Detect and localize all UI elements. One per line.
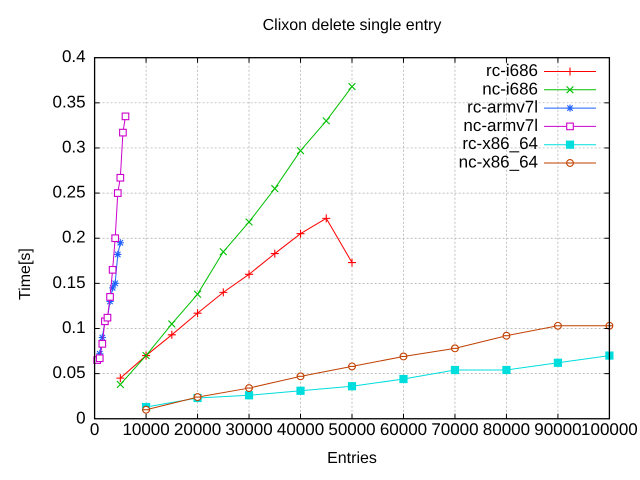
svg-text:0.3: 0.3 — [62, 137, 86, 156]
svg-text:0.1: 0.1 — [62, 318, 86, 337]
svg-text:rc-i686: rc-i686 — [486, 61, 538, 80]
svg-text:rc-armv7l: rc-armv7l — [467, 98, 538, 117]
svg-text:50000: 50000 — [328, 420, 375, 439]
svg-text:70000: 70000 — [431, 420, 478, 439]
svg-text:30000: 30000 — [225, 420, 272, 439]
svg-text:nc-armv7l: nc-armv7l — [463, 116, 538, 135]
svg-text:20000: 20000 — [174, 420, 221, 439]
svg-text:0: 0 — [76, 408, 85, 427]
svg-text:0: 0 — [90, 420, 99, 439]
svg-text:Clixon delete single entry: Clixon delete single entry — [263, 17, 442, 34]
svg-text:0.15: 0.15 — [53, 273, 86, 292]
svg-text:100000: 100000 — [581, 420, 638, 439]
svg-text:60000: 60000 — [380, 420, 427, 439]
svg-text:0.05: 0.05 — [53, 363, 86, 382]
svg-text:0.2: 0.2 — [62, 228, 86, 247]
svg-text:0.25: 0.25 — [53, 183, 86, 202]
svg-text:Entries: Entries — [327, 450, 377, 467]
svg-text:10000: 10000 — [122, 420, 169, 439]
svg-text:0.35: 0.35 — [53, 92, 86, 111]
svg-text:nc-i686: nc-i686 — [482, 79, 538, 98]
svg-text:nc-x86_64: nc-x86_64 — [459, 153, 538, 172]
svg-text:90000: 90000 — [534, 420, 581, 439]
svg-text:80000: 80000 — [483, 420, 530, 439]
svg-text:40000: 40000 — [277, 420, 324, 439]
svg-text:0.4: 0.4 — [62, 47, 86, 66]
svg-text:rc-x86_64: rc-x86_64 — [462, 134, 538, 153]
